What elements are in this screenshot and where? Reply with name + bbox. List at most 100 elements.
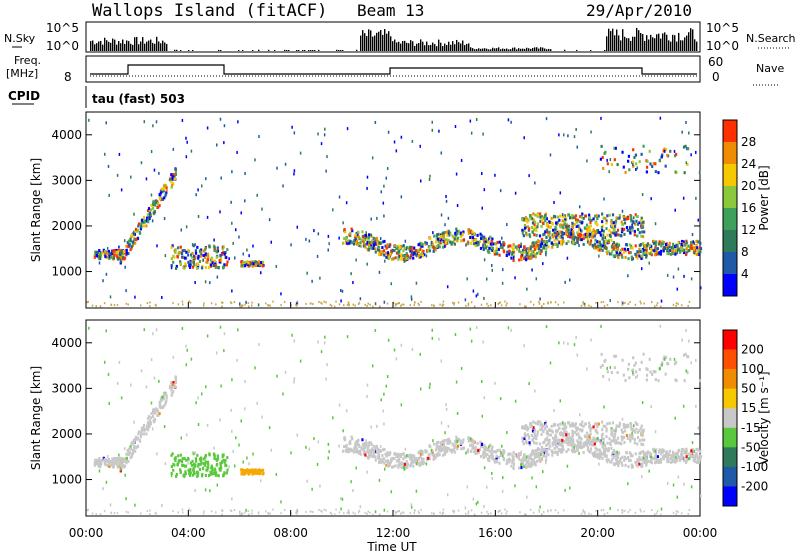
power-cell-363 xyxy=(179,260,182,264)
noise-bar-67 xyxy=(342,50,344,51)
power-cell-1616 xyxy=(641,224,644,228)
power-cell-2059 xyxy=(185,225,188,229)
power-cell-12 xyxy=(117,255,120,259)
velocity-cell-2024 xyxy=(688,339,690,343)
power-cell-218 xyxy=(131,240,135,244)
velocity-cell-939 xyxy=(434,448,438,452)
power-cell-2314 xyxy=(519,303,521,306)
power-cell-1271 xyxy=(379,241,382,245)
power-cell-371 xyxy=(193,254,196,258)
velocity-cell-1272 xyxy=(482,456,485,460)
velocity-cell-1620 xyxy=(571,429,574,433)
power-cell-1850 xyxy=(406,246,408,250)
velocity-cell-1758 xyxy=(680,453,683,457)
velocity-cell-1829 xyxy=(640,360,643,364)
velocity-cell-2127 xyxy=(390,490,393,494)
velocity-cell-2178 xyxy=(312,511,314,514)
y-tick-label-3: 4000 xyxy=(51,128,82,142)
power-cell-411 xyxy=(256,263,259,267)
power-y-label: Slant Range [km] xyxy=(29,158,43,262)
power-cell-2280 xyxy=(154,303,157,306)
power-cell-450 xyxy=(252,262,255,266)
velocity-cell-1585 xyxy=(618,421,622,425)
velocity-cell-72 xyxy=(106,459,109,463)
velocity-cell-318 xyxy=(170,453,173,457)
velocity-cell-465 xyxy=(539,459,542,463)
velocity-cell-938 xyxy=(368,453,371,457)
noise-bar-134 xyxy=(490,49,492,51)
velocity-cell-1803 xyxy=(638,368,641,372)
power-cell-1428 xyxy=(536,212,540,216)
velocity-cell-227 xyxy=(142,423,146,427)
velocity-cell-316 xyxy=(207,466,210,470)
power-cell-1285 xyxy=(490,239,494,243)
power-cell-1683 xyxy=(672,246,675,250)
power-cell-1709 xyxy=(669,252,673,256)
velocity-cell-1428 xyxy=(536,420,540,424)
power-cell-1247 xyxy=(461,232,464,236)
velocity-cell-1178 xyxy=(367,450,370,454)
power-cell-1029 xyxy=(640,254,644,258)
velocity-cell-1036 xyxy=(402,465,406,469)
velocity-cell-977 xyxy=(400,465,403,469)
power-cell-1296 xyxy=(525,231,528,235)
velocity-cell-1219 xyxy=(386,459,390,463)
velocity-cell-1555 xyxy=(530,434,534,438)
velocity-cell-1911 xyxy=(374,328,377,332)
power-cell-1590 xyxy=(536,225,539,229)
power-cell-77 xyxy=(117,250,120,254)
noise-bar-156 xyxy=(534,47,536,51)
noise-bar-184 xyxy=(636,27,638,51)
power-cell-1793 xyxy=(635,162,638,166)
power-cell-895 xyxy=(614,246,617,250)
velocity-cell-1552 xyxy=(550,424,553,428)
power-cell-920 xyxy=(516,247,519,251)
power-cell-2003 xyxy=(616,242,618,246)
power-cell-1761 xyxy=(666,252,669,256)
velocity-cell-2159 xyxy=(239,513,241,516)
velocity-cell-2292 xyxy=(181,508,184,511)
power-cell-2095 xyxy=(370,217,372,221)
velocity-cell-335 xyxy=(205,468,208,472)
power-cell-1843 xyxy=(306,271,308,275)
power-cell-1873 xyxy=(107,164,110,168)
power-cell-2021 xyxy=(219,117,222,121)
velocity-cell-1422 xyxy=(609,442,612,446)
power-cell-1387 xyxy=(561,214,564,218)
velocity-cell-1765 xyxy=(690,454,694,458)
power-cell-749 xyxy=(518,258,521,262)
velocity-cell-109 xyxy=(172,390,175,394)
power-cell-821 xyxy=(367,236,370,240)
velocity-cell-1376 xyxy=(540,423,544,427)
power-cell-2018 xyxy=(410,297,413,301)
velocity-cell-1489 xyxy=(601,420,604,424)
power-cell-193 xyxy=(123,256,127,260)
velocity-cell-1442 xyxy=(583,442,586,446)
velocity-cell-2200 xyxy=(687,512,689,515)
power-cell-700 xyxy=(440,238,443,242)
noise-panel-frame xyxy=(85,21,701,53)
power-cell-2071 xyxy=(338,236,340,240)
velocity-cell-14 xyxy=(106,463,109,467)
colorbar-tick-6: 4 xyxy=(741,267,749,281)
velocity-cell-2158 xyxy=(335,508,337,511)
power-cell-1798 xyxy=(663,147,666,151)
velocity-cell-1435 xyxy=(598,438,601,442)
power-cell-1786 xyxy=(601,155,604,159)
noise-bar-133 xyxy=(488,49,490,51)
velocity-cell-411 xyxy=(256,471,259,475)
velocity-cell-1450 xyxy=(589,437,592,441)
power-cell-1767 xyxy=(699,247,703,251)
velocity-cell-328 xyxy=(223,471,226,475)
velocity-cell-380 xyxy=(170,472,173,476)
power-cell-1998 xyxy=(659,116,662,120)
power-cell-1804 xyxy=(666,153,669,157)
velocity-cell-1847 xyxy=(119,468,122,472)
velocity-cell-538 xyxy=(551,441,554,445)
velocity-cell-1549 xyxy=(552,436,555,440)
power-cell-522 xyxy=(611,249,614,253)
colorbar-tick-4: 12 xyxy=(741,223,756,237)
velocity-cell-705 xyxy=(512,458,515,462)
power-cell-924 xyxy=(603,243,607,247)
power-cell-1075 xyxy=(643,244,646,248)
